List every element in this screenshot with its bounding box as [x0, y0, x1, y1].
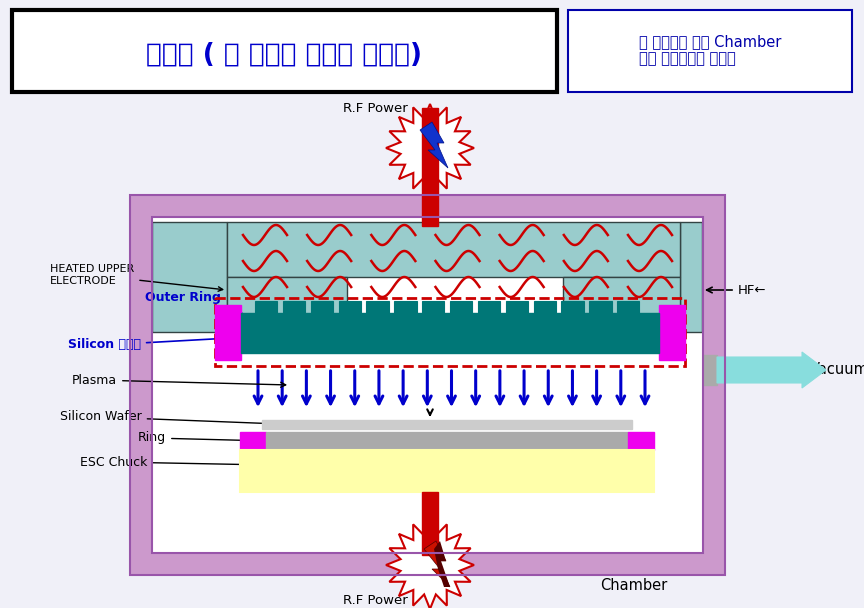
Bar	[215, 298, 685, 366]
Bar	[283, 301, 305, 315]
Bar	[589, 301, 612, 315]
Bar	[240, 432, 266, 450]
Bar	[152, 217, 703, 553]
Text: Silicon Wafer: Silicon Wafer	[60, 410, 276, 426]
Bar	[240, 450, 654, 492]
Bar	[568, 10, 852, 92]
Bar	[680, 222, 702, 332]
Text: Plasma: Plasma	[72, 373, 286, 387]
Bar	[12, 10, 557, 92]
Text: Silicon 일체형: Silicon 일체형	[68, 333, 280, 351]
Bar	[562, 301, 584, 315]
Bar	[534, 301, 556, 315]
Bar	[394, 301, 416, 315]
Text: HEATED UPPER
ELECTRODE: HEATED UPPER ELECTRODE	[50, 264, 223, 291]
Bar	[505, 301, 528, 315]
Text: 홈 가공으로 인해 Chamber
내의 진공압력이 떨어짐: 홈 가공으로 인해 Chamber 내의 진공압력이 떨어짐	[638, 34, 781, 66]
Bar	[628, 432, 654, 450]
Bar	[241, 313, 659, 353]
Bar	[563, 277, 680, 332]
Bar	[366, 301, 389, 315]
Text: Chamber: Chamber	[600, 578, 667, 593]
Text: ESC Chuck: ESC Chuck	[80, 455, 265, 469]
Polygon shape	[386, 521, 474, 608]
Bar	[215, 305, 241, 360]
Bar	[339, 301, 361, 315]
Bar	[130, 195, 725, 575]
Bar	[266, 432, 628, 450]
Polygon shape	[420, 122, 448, 168]
Text: HF←: HF←	[738, 283, 766, 297]
Bar	[255, 301, 277, 315]
Text: Vacuum: Vacuum	[810, 362, 864, 378]
Bar	[617, 301, 639, 315]
Bar	[422, 492, 438, 555]
Text: Outer Ring: Outer Ring	[145, 291, 245, 317]
FancyArrow shape	[717, 352, 826, 388]
Bar	[703, 355, 717, 385]
Bar	[422, 108, 438, 226]
Text: 문제점 ( 홈 가공한 실리콘 일체형): 문제점 ( 홈 가공한 실리콘 일체형)	[146, 42, 422, 68]
Text: R.F Power: R.F Power	[343, 593, 407, 607]
Bar	[227, 222, 680, 277]
Text: R.F Power: R.F Power	[343, 102, 407, 114]
Polygon shape	[386, 104, 474, 192]
Polygon shape	[424, 541, 450, 587]
Polygon shape	[434, 541, 450, 587]
Bar	[311, 301, 333, 315]
Bar	[227, 277, 347, 332]
Bar	[262, 420, 632, 429]
Bar	[450, 301, 473, 315]
Bar	[478, 301, 500, 315]
Bar	[152, 217, 703, 553]
Text: Ring: Ring	[138, 432, 265, 444]
Bar	[152, 222, 227, 332]
Bar	[130, 195, 725, 575]
Bar	[659, 305, 685, 360]
Bar	[422, 301, 444, 315]
